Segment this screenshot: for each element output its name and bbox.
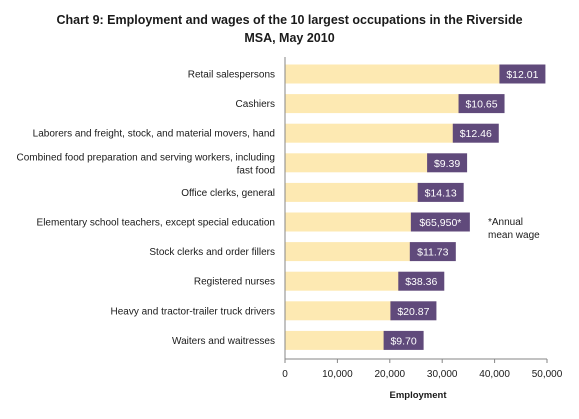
wage-label-box <box>409 242 456 262</box>
wage-label: $12.46 <box>460 128 492 140</box>
x-tick-label: 30,000 <box>427 369 458 380</box>
bar <box>285 182 420 202</box>
wage-label-box <box>383 330 424 350</box>
x-tick-label: 50,000 <box>532 369 563 380</box>
wage-label-box <box>499 64 546 84</box>
annual-wage-note-line2: mean wage <box>488 230 540 241</box>
wage-label-box <box>390 301 437 321</box>
chart-title-line2: MSA, May 2010 <box>244 31 335 45</box>
wage-label: $9.70 <box>390 335 416 347</box>
annual-wage-note: *Annual <box>488 217 523 228</box>
x-tick-label: 10,000 <box>322 369 353 380</box>
category-label: Laborers and freight, stock, and materia… <box>33 129 275 140</box>
category-label: Office clerks, general <box>181 188 275 199</box>
chart-title-line1: Chart 9: Employment and wages of the 10 … <box>56 13 523 27</box>
category-label: Stock clerks and order fillers <box>149 247 275 258</box>
bar <box>285 153 430 173</box>
category-label: Cashiers <box>236 99 275 110</box>
wage-label: $12.01 <box>506 69 538 81</box>
bar <box>285 212 413 232</box>
wage-label-box <box>427 153 468 173</box>
wage-label: $20.87 <box>397 306 429 318</box>
bar <box>285 330 386 350</box>
wage-label-box <box>458 94 505 114</box>
wage-label-box <box>452 123 499 143</box>
wage-label: $14.13 <box>425 187 457 199</box>
wage-label: $38.36 <box>405 276 437 288</box>
bar <box>285 123 455 143</box>
wage-label: $11.73 <box>417 247 448 259</box>
x-tick-label: 40,000 <box>479 369 510 380</box>
category-label: Heavy and tractor-trailer truck drivers <box>111 306 276 317</box>
wage-label: $10.65 <box>465 99 497 111</box>
bar <box>285 271 401 291</box>
category-label: Elementary school teachers, except speci… <box>37 218 275 229</box>
wage-label-box <box>417 182 464 202</box>
category-label: Waiters and waitresses <box>172 336 275 347</box>
category-label: Combined food preparation and serving wo… <box>17 152 275 176</box>
wage-label: $9.39 <box>434 158 460 170</box>
wage-label-box <box>410 212 470 232</box>
category-label: Registered nurses <box>194 277 275 288</box>
wage-label-box <box>398 271 445 291</box>
category-label: Retail salespersons <box>188 70 275 81</box>
x-tick-label: 20,000 <box>375 369 406 380</box>
bar <box>285 242 412 262</box>
x-axis-title: Employment <box>389 390 447 401</box>
bar <box>285 64 502 84</box>
bar <box>285 301 393 321</box>
bar <box>285 94 461 114</box>
wage-label: $65,950* <box>419 217 461 229</box>
x-tick-label: 0 <box>282 369 288 380</box>
